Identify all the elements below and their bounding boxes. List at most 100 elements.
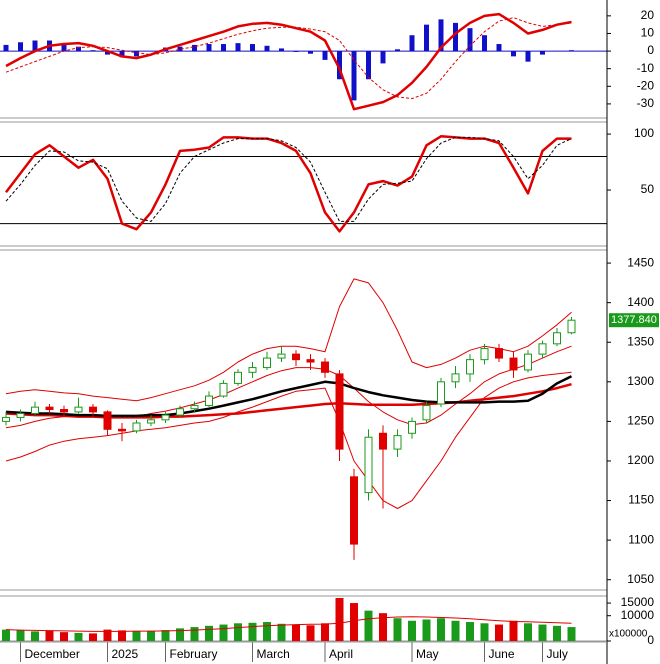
y-tick-label: -20 — [637, 78, 655, 92]
candle-body — [60, 409, 68, 413]
candle-body — [103, 411, 112, 430]
candle-body — [234, 371, 242, 384]
volume-bar — [161, 630, 170, 641]
volume-bar — [45, 630, 54, 641]
candle-body — [161, 414, 170, 421]
macd-histogram-bar — [525, 51, 531, 62]
y-tick-label: 0 — [647, 633, 654, 647]
y-tick-label: 100 — [634, 126, 654, 140]
volume-bar — [292, 624, 300, 641]
volume-bar — [495, 624, 503, 641]
candle-body — [248, 367, 257, 373]
volume-bar — [219, 624, 228, 641]
macd-line — [5, 12, 572, 111]
macd-histogram-bar — [293, 51, 299, 52]
macd-histogram-bar — [105, 51, 110, 55]
candle-body — [263, 357, 271, 369]
macd-histogram-bar — [482, 35, 487, 52]
candle-body — [379, 432, 387, 450]
macd-histogram-bar — [18, 42, 23, 52]
volume-bar — [205, 625, 213, 641]
y-tick-label: 1300 — [627, 374, 654, 388]
candle-body — [45, 406, 54, 411]
macd-histogram-bar — [206, 44, 212, 52]
macd-histogram-bar — [264, 45, 270, 52]
macd-histogram-bar — [177, 46, 183, 52]
volume-bar — [422, 619, 431, 641]
volume-unit-label: x100000 — [609, 629, 648, 640]
volume-bar — [335, 598, 344, 641]
y-tick-label: 10 — [641, 26, 655, 40]
candle-body — [422, 405, 431, 421]
x-tick-label: April — [329, 647, 353, 661]
stochastic-line — [5, 135, 572, 233]
macd-line — [5, 17, 572, 100]
volume-bar — [321, 623, 329, 641]
last-price-label: 1377.840 — [611, 314, 657, 326]
candle-body — [2, 416, 10, 422]
candle-body — [538, 343, 547, 355]
candle-body — [567, 319, 576, 334]
macd-histogram-bar — [409, 35, 415, 52]
volume-bar — [190, 627, 199, 641]
volume-bar — [234, 623, 242, 641]
y-tick-label: 50 — [641, 182, 655, 196]
macd-histogram-bar — [467, 28, 473, 52]
indicator-line — [5, 371, 572, 509]
panel-frame — [0, 121, 608, 247]
macd-histogram-bar — [337, 51, 342, 80]
last-price-box — [609, 313, 659, 328]
volume-bar — [451, 620, 460, 641]
candle-body — [74, 406, 83, 413]
y-tick-label: 1100 — [628, 532, 654, 546]
macd-histogram-bar — [119, 51, 125, 58]
macd-histogram-bar — [351, 51, 357, 101]
candle-body — [524, 353, 532, 371]
volume-bar — [147, 630, 155, 641]
candle-body — [277, 353, 286, 359]
stochastic-line — [5, 136, 572, 222]
volume-bar — [248, 622, 257, 641]
volume-bar — [509, 620, 518, 641]
macd-histogram-bar — [540, 51, 545, 55]
candle-body — [350, 476, 358, 545]
x-tick-label: 2025 — [112, 647, 139, 661]
candle-body — [437, 381, 445, 405]
x-tick-label: July — [547, 647, 568, 661]
macd-histogram-bar — [438, 19, 444, 52]
candle-body — [480, 348, 489, 361]
candle-body — [292, 353, 300, 361]
y-tick-label: 15000 — [621, 595, 655, 609]
candle-body — [509, 357, 518, 371]
macd-histogram-bar — [61, 44, 67, 52]
macd-histogram-bar — [511, 51, 516, 57]
y-tick-label: 1450 — [627, 255, 654, 269]
volume-bar — [89, 633, 97, 641]
x-tick-label: May — [416, 647, 439, 661]
volume-bar — [132, 631, 141, 641]
candle-body — [118, 428, 126, 432]
indicator-line — [5, 375, 573, 418]
y-tick-label: 1150 — [628, 493, 654, 507]
volume-bar — [408, 620, 416, 641]
x-tick-label: March — [257, 647, 290, 661]
volume-bar — [277, 623, 286, 641]
y-tick-label: 1050 — [627, 572, 654, 586]
volume-bar — [263, 622, 271, 641]
macd-histogram-bar — [322, 51, 328, 60]
macd-histogram-bar — [250, 44, 255, 52]
candle-body — [393, 435, 402, 450]
y-tick-label: 0 — [647, 43, 654, 57]
x-tick-label: February — [170, 647, 218, 661]
volume-bar — [176, 628, 184, 641]
macd-histogram-bar — [380, 51, 386, 64]
volume-bar — [524, 623, 532, 641]
macd-histogram-bar — [453, 22, 458, 52]
y-tick-label: -10 — [637, 61, 655, 75]
macd-histogram-bar — [3, 44, 9, 52]
candle-body — [495, 348, 503, 359]
candle-body — [466, 359, 474, 375]
candle-body — [335, 373, 344, 450]
y-tick-label: 1250 — [627, 414, 654, 428]
macd-histogram-bar — [32, 40, 38, 52]
